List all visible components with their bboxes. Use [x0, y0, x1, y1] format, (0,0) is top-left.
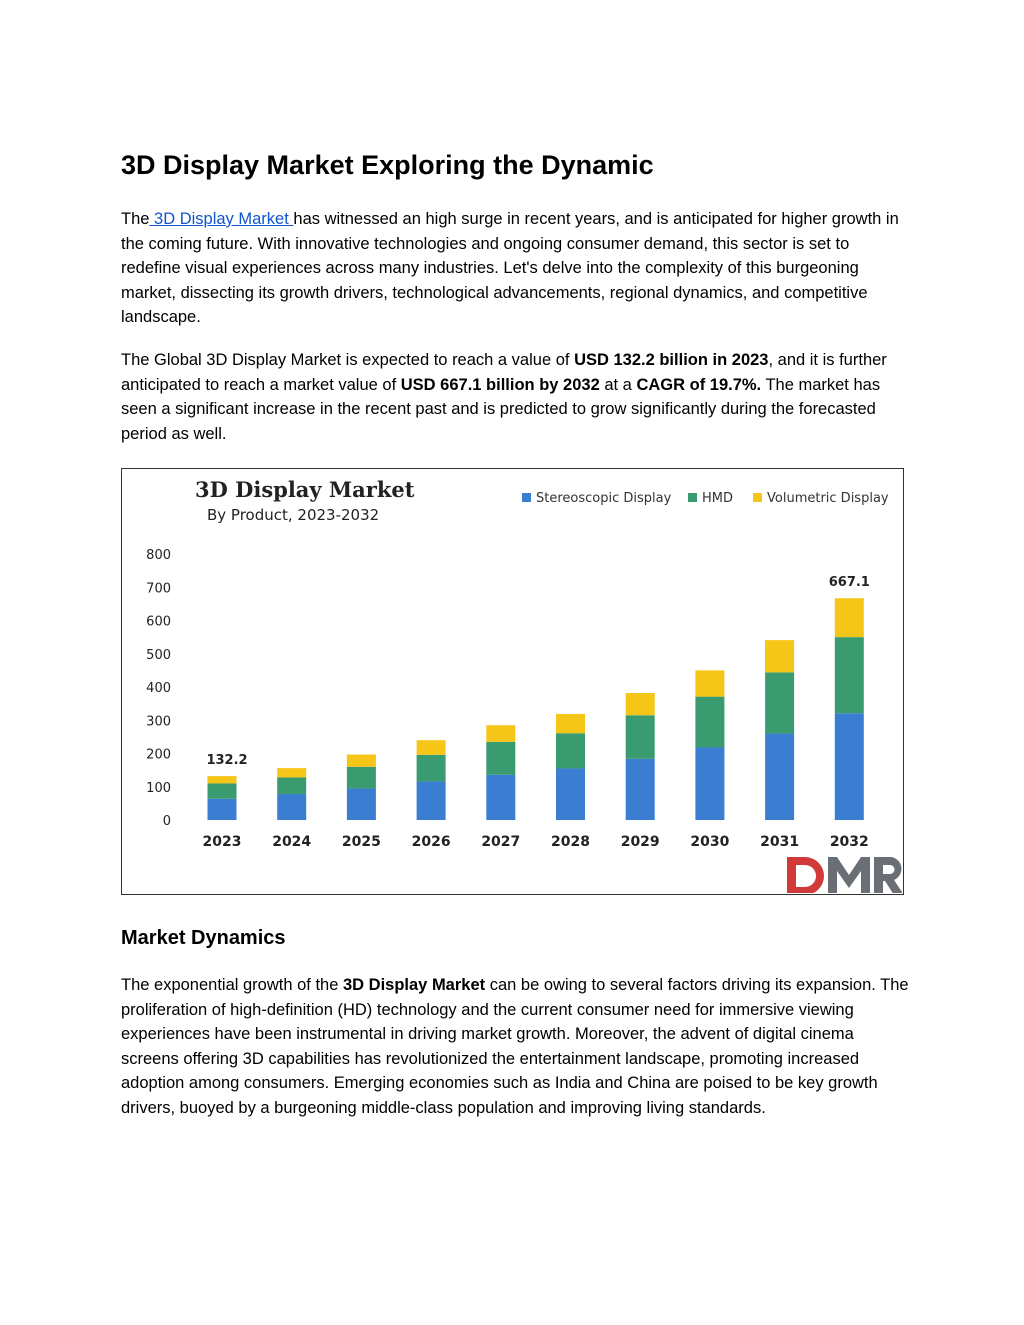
x-tick-label: 2031	[760, 834, 799, 850]
legend-label-1: Stereoscopic Display	[536, 491, 672, 506]
bar-segment-2030-3	[695, 670, 725, 697]
market-text-2: , and it is further anticipated to reach…	[121, 351, 887, 394]
market-value-2023: USD 132.2 billion in 2023	[574, 351, 769, 369]
bar-segment-2024-1	[277, 794, 307, 820]
stacked-bar-chart: 3D Display Market By Product, 2023-2032 St…	[146, 477, 902, 893]
y-tick-label: 200	[146, 748, 171, 763]
legend-label-3: Volumetric Display	[767, 491, 889, 506]
y-tick-label: 0	[163, 814, 171, 829]
x-tick-label: 2029	[621, 834, 660, 850]
market-cagr: CAGR of 19.7%.	[636, 375, 762, 394]
x-tick-label: 2024	[272, 834, 311, 850]
market-value-2032: USD 667.1 billion by 2032	[400, 375, 600, 394]
y-tick-label: 800	[146, 548, 171, 563]
bar-segment-2030-1	[695, 747, 725, 820]
bar-segment-2028-2	[556, 733, 585, 769]
legend-label-2: HMD	[702, 491, 733, 506]
market-dynamics-paragraph: The exponential growth of the 3D Display…	[121, 973, 911, 1120]
intro-text-pre: The	[121, 210, 150, 228]
bar-segment-2030-2	[695, 696, 725, 748]
bar-segment-2026-1	[416, 781, 446, 820]
dynamics-bold-term: 3D Display Market	[342, 976, 486, 994]
y-tick-label: 700	[146, 581, 171, 596]
bar-segment-2032-2	[834, 637, 864, 714]
bar-segment-2023-1	[207, 798, 237, 820]
page-title: 3D Display Market Exploring the Dynamic	[121, 150, 654, 180]
market-value-paragraph: The Global 3D Display Market is expected…	[121, 348, 911, 446]
y-tick-label: 300	[146, 714, 171, 729]
bar-segment-2025-1	[346, 788, 376, 820]
intro-text-post: has witnessed an high surge in recent ye…	[121, 210, 899, 326]
x-tick-label: 2023	[203, 834, 242, 850]
bar-segment-2029-3	[625, 692, 655, 716]
x-tick-label: 2027	[481, 834, 520, 850]
bar-segment-2031-1	[765, 733, 795, 820]
bar-segment-2026-2	[416, 754, 446, 782]
y-tick-label: 400	[146, 681, 171, 696]
intro-paragraph: The 3D Display Market has witnessed an h…	[121, 207, 911, 330]
data-label-2032: 667.1	[829, 575, 870, 590]
dmr-logo-m	[828, 857, 870, 893]
bar-segment-2023-3	[207, 776, 237, 784]
bar-segment-2031-3	[765, 640, 795, 673]
dynamics-text-1: The exponential growth of the	[121, 976, 343, 994]
dynamics-text-2: can be owing to several factors driving …	[121, 976, 909, 1117]
x-tick-label: 2028	[551, 834, 590, 850]
bar-segment-2028-3	[556, 713, 585, 734]
y-tick-label: 600	[146, 615, 171, 630]
bar-segment-2032-3	[834, 598, 864, 638]
y-tick-label: 500	[146, 648, 171, 663]
bar-segment-2024-2	[277, 777, 307, 795]
bar-segment-2025-3	[346, 754, 376, 767]
bar-segment-2029-1	[625, 758, 655, 820]
3d-display-market-link[interactable]: 3D Display Market	[149, 210, 294, 228]
bar-segment-2027-1	[486, 774, 516, 820]
market-dynamics-heading: Market Dynamics	[121, 927, 286, 949]
x-tick-label: 2030	[690, 834, 729, 850]
bar-segment-2029-2	[625, 715, 655, 759]
bar-segment-2023-2	[207, 783, 237, 799]
dmr-logo	[787, 857, 902, 893]
bar-segment-2025-2	[346, 766, 376, 789]
dmr-logo-d	[787, 857, 824, 893]
dmr-logo-r	[874, 857, 902, 893]
bar-segment-2027-2	[486, 741, 516, 775]
legend-swatch-2	[688, 493, 697, 502]
market-text-1: The Global 3D Display Market is expected…	[121, 351, 575, 369]
bar-segment-2024-3	[277, 768, 307, 778]
y-tick-label: 100	[146, 781, 171, 796]
bar-segment-2032-1	[834, 713, 864, 820]
market-text-4: The market has seen a significant increa…	[121, 375, 881, 443]
bar-segment-2031-2	[765, 672, 795, 734]
x-tick-label: 2032	[830, 834, 869, 850]
market-chart-figure: 3D Display Market By Product, 2023-2032 St…	[121, 468, 904, 895]
legend-swatch-3	[753, 493, 762, 502]
bar-segment-2026-3	[416, 740, 446, 755]
legend-swatch-1	[522, 493, 531, 502]
chart-title: 3D Display Market	[195, 477, 415, 502]
data-label-2023: 132.2	[206, 753, 247, 768]
x-tick-label: 2026	[412, 834, 451, 850]
x-tick-label: 2025	[342, 834, 381, 850]
bar-segment-2027-3	[486, 725, 516, 742]
bar-segment-2028-1	[556, 768, 585, 820]
chart-subtitle: By Product, 2023-2032	[207, 506, 379, 524]
market-text-3: at a	[599, 375, 637, 394]
